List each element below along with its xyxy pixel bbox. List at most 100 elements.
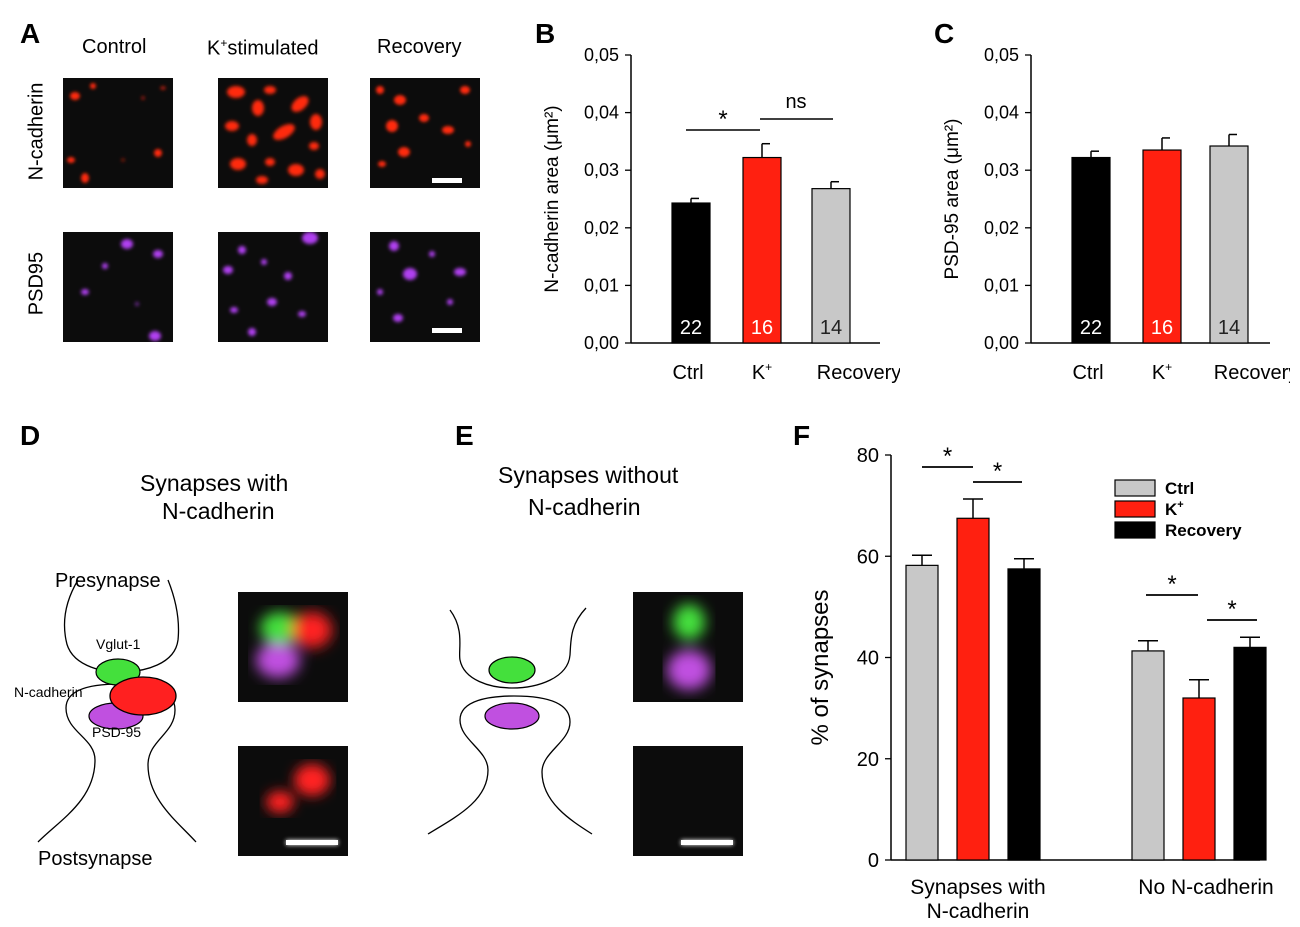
- chart-b: 0,00 0,01 0,02 0,03 0,04 0,05 N-cadherin area …: [542, 45, 900, 384]
- bar: [671, 202, 711, 344]
- x-tick-label: Ctrl: [672, 362, 703, 384]
- chart-c: 0,00 0,01 0,02 0,03 0,04 0,05 PSD-95 area (μm²…: [942, 45, 1290, 384]
- micrograph-psd95-control: [63, 232, 173, 342]
- row-label-ncadherin: N-cadherin: [25, 82, 48, 181]
- micrograph-ncadherin-only: [238, 746, 348, 856]
- scale-bar: [286, 840, 338, 845]
- ncadherin-ellipse: [109, 676, 177, 716]
- y-tick-label: 0,03: [984, 160, 1019, 180]
- y-tick-label: 0,03: [584, 160, 619, 180]
- panel-letter-c: C: [934, 18, 955, 49]
- bar: [1142, 149, 1182, 344]
- y-tick-label: 20: [857, 749, 879, 771]
- bar: [742, 156, 782, 344]
- n-label: 14: [1218, 317, 1240, 339]
- y-axis-label: N-cadherin area (μm²): [542, 105, 563, 292]
- x-tick-label: No N-cadherin: [1138, 876, 1273, 899]
- y-tick-label: 80: [857, 445, 879, 467]
- panel-letter-f: F: [793, 420, 811, 451]
- y-tick-label: 40: [857, 648, 879, 670]
- panel-e-title-line2: N-cadherin: [528, 494, 641, 520]
- micrograph-merge-with-ncadherin: [238, 592, 348, 702]
- panel-letter-a: A: [20, 18, 41, 49]
- x-tick-superscript: +: [1165, 360, 1172, 374]
- n-label: 14: [820, 317, 842, 339]
- panel-d-title-line1: Synapses with: [140, 470, 289, 496]
- k-label: K: [207, 37, 221, 60]
- legend-label: Ctrl: [1165, 479, 1194, 498]
- panel-letter-b: B: [535, 18, 556, 49]
- significance-star: *: [993, 458, 1002, 485]
- postsynapse-label: Postsynapse: [38, 848, 153, 870]
- n-label: 22: [1080, 317, 1102, 339]
- scale-bar: [681, 840, 733, 845]
- y-tick-label: 0,01: [984, 275, 1019, 295]
- bar: [1209, 145, 1249, 344]
- y-tick-label: 0,01: [584, 275, 619, 295]
- panel-letter-d: D: [20, 420, 41, 451]
- column-label-recovery: Recovery: [377, 36, 462, 58]
- scale-bar: [432, 178, 462, 183]
- legend-swatch: [1114, 500, 1156, 518]
- column-label-k-stimulated: K+stimulated: [207, 36, 319, 61]
- psd95-density: [484, 702, 540, 730]
- legend-label: K+: [1165, 499, 1184, 519]
- x-tick-label: K+: [1152, 360, 1172, 384]
- y-tick-label: 0,05: [984, 45, 1019, 65]
- y-tick-label: 0,04: [984, 103, 1019, 123]
- stimulated-label: stimulated: [227, 37, 319, 60]
- legend-label: Recovery: [1165, 521, 1242, 540]
- y-tick-label: 60: [857, 546, 879, 568]
- legend-swatch: [1114, 521, 1156, 539]
- significance-star: *: [1227, 596, 1236, 623]
- row-label-psd95: PSD95: [25, 251, 48, 316]
- k-superscript: +: [220, 36, 228, 50]
- panel-e-title-line1: Synapses without: [498, 462, 679, 488]
- bar: [1071, 156, 1111, 344]
- micrograph-empty-ncadherin: [633, 746, 743, 856]
- micrograph-psd95-recovery: [370, 232, 480, 342]
- significance-ns: ns: [785, 91, 806, 113]
- n-label: 16: [1151, 317, 1173, 339]
- bar: [1233, 646, 1267, 861]
- bar: [956, 517, 990, 861]
- x-tick-label: Recovery: [817, 362, 900, 384]
- y-tick-label: 0: [868, 850, 879, 872]
- significance-star: *: [943, 443, 952, 470]
- x-tick-label: Synapses with: [910, 876, 1045, 899]
- micrograph-ncadherin-k-stimulated: [218, 78, 328, 188]
- n-label: 22: [680, 317, 702, 339]
- x-tick-superscript: +: [765, 360, 772, 374]
- y-tick-label: 0,00: [584, 333, 619, 353]
- y-tick-label: 0,04: [584, 103, 619, 123]
- significance-star: *: [718, 106, 727, 133]
- scale-bar: [432, 328, 462, 333]
- column-label-control: Control: [82, 36, 147, 58]
- vglut-vesicle: [488, 656, 536, 684]
- micrograph-ncadherin-recovery: [370, 78, 480, 188]
- synapse-schematic-without-ncadherin: [427, 607, 593, 835]
- panel-letter-e: E: [455, 420, 474, 451]
- bar: [811, 188, 851, 344]
- legend-swatch: [1114, 479, 1156, 497]
- x-tick-label: K+: [752, 360, 772, 384]
- synapse-schematic-with-ncadherin: [37, 579, 197, 843]
- y-axis-label: PSD-95 area (μm²): [942, 119, 963, 280]
- presynapse-label: Presynapse: [55, 570, 161, 592]
- micrograph-psd95-k-stimulated: [218, 232, 328, 342]
- vglut-label: Vglut-1: [96, 636, 141, 652]
- n-label: 16: [751, 317, 773, 339]
- micrograph-merge-without-ncadherin: [633, 592, 743, 702]
- y-tick-label: 0,02: [584, 218, 619, 238]
- panel-d-title-line2: N-cadherin: [162, 498, 275, 524]
- x-tick-label: N-cadherin: [927, 900, 1030, 923]
- x-tick-label: Recovery: [1214, 362, 1290, 384]
- x-tick-label: Ctrl: [1072, 362, 1103, 384]
- bar: [1007, 568, 1041, 861]
- ncadherin-label: N-cadherin: [14, 684, 83, 700]
- bar: [1182, 697, 1216, 861]
- y-axis-label: % of synapses: [807, 589, 834, 745]
- y-tick-label: 0,00: [984, 333, 1019, 353]
- bar: [905, 564, 939, 861]
